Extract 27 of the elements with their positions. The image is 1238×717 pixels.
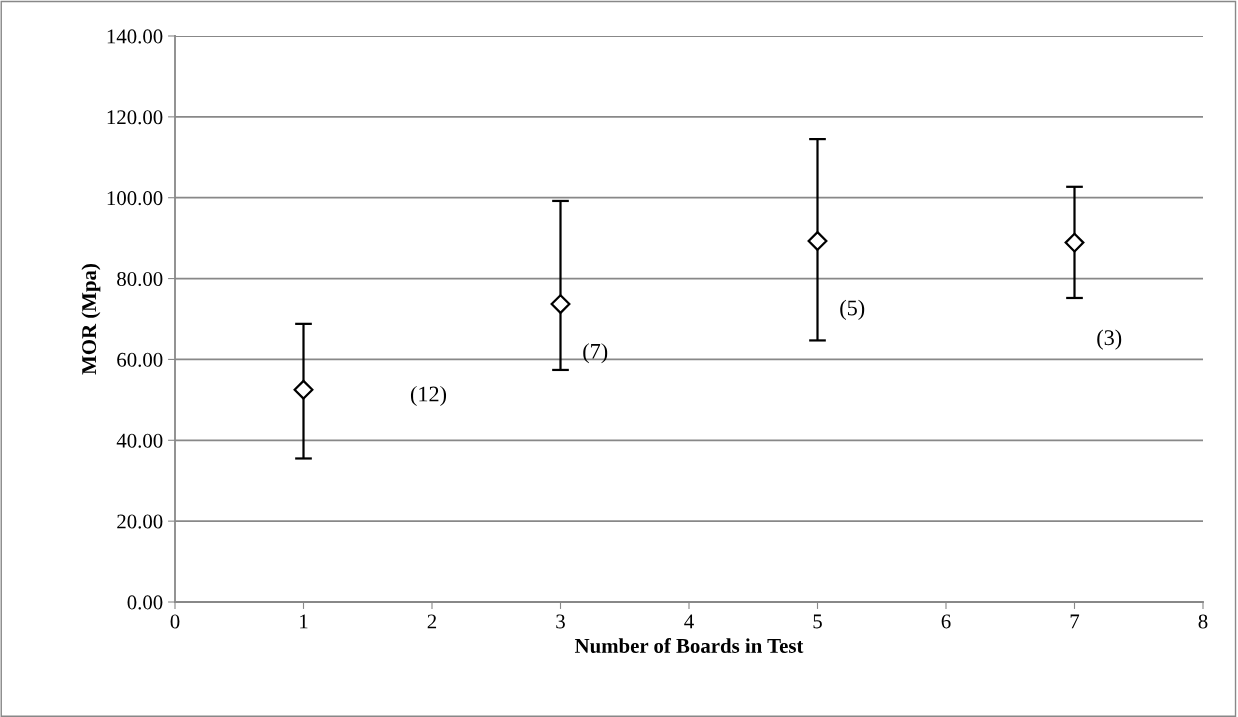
x-tick-label: 0 (170, 614, 180, 629)
annotation: (3) (1097, 329, 1122, 350)
annotation: (12) (410, 385, 447, 407)
y-axis-title: MOR (Mpa) (81, 264, 101, 375)
x-tick-label: 7 (1070, 614, 1080, 629)
point (807, 231, 828, 251)
x-tick-label: 2 (427, 614, 437, 629)
y-tick-label: 140.00 (107, 29, 163, 44)
annotation: (5) (840, 299, 865, 320)
y-tick-label: 120.00 (107, 110, 163, 125)
y-tick-label: 80.00 (117, 271, 163, 287)
y-tick-label: 0.00 (127, 595, 163, 610)
x-axis-title: Number of Boards in Test (574, 638, 804, 653)
x-tick-label: 1 (300, 614, 308, 629)
x-tick-label: 5 (813, 614, 822, 629)
annotation: (7) (583, 343, 608, 364)
x-tick-label: 4 (684, 614, 694, 629)
y-tick-label: 100.00 (107, 191, 163, 206)
x-tick-label: 3 (556, 614, 565, 629)
point (1064, 232, 1085, 253)
x-tick-label: 6 (941, 614, 951, 629)
point (293, 379, 314, 400)
y-tick-label: 60.00 (117, 352, 163, 367)
x-tick-label: 8 (1198, 614, 1208, 629)
y-tick-label: 40.00 (116, 433, 163, 448)
point (550, 294, 571, 314)
y-tick-label: 20.00 (117, 514, 163, 529)
